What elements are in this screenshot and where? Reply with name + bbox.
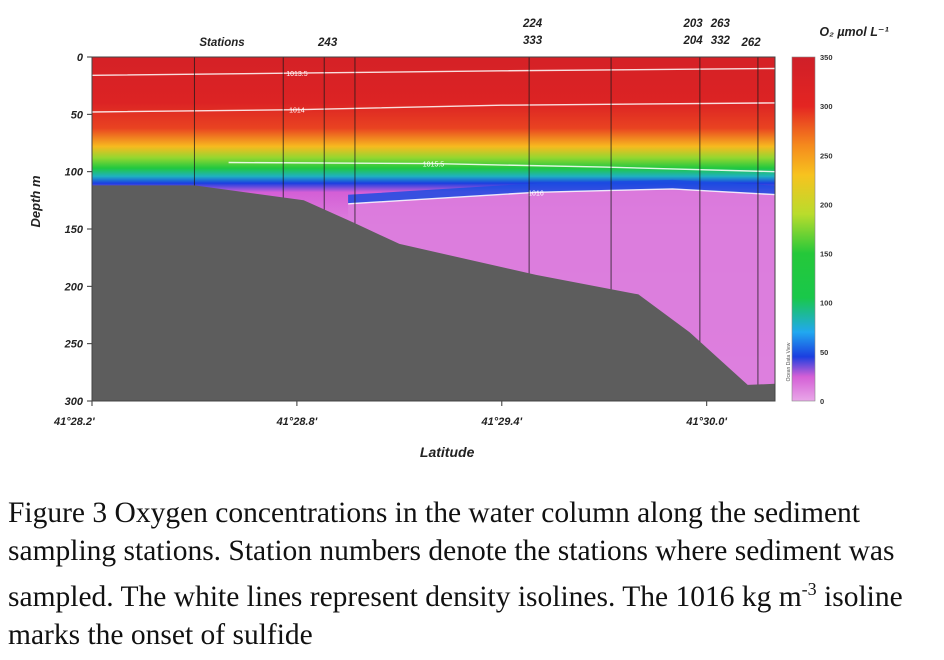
colorbar-tick-label: 200 xyxy=(820,200,833,209)
station-label: 204 xyxy=(682,35,703,47)
station-label: 332 xyxy=(711,35,731,47)
colorbar-title: O₂ µmol L⁻¹ xyxy=(819,25,889,39)
x-axis: 41°28.2' 41°28.8' 41°29.4' 41°30.0' Latitude xyxy=(53,401,727,460)
caption-text: Figure 3 Oxygen concentrations in the wa… xyxy=(8,497,895,613)
caption-text-end: isoline marks the onset of sulfide xyxy=(8,580,903,651)
isoline-label: 1016 xyxy=(528,190,544,197)
stations-label: Stations xyxy=(199,37,244,49)
isoline-label: 1015.5 xyxy=(423,162,445,169)
x-tick-label: 41°28.2' xyxy=(53,416,95,428)
y-tick-label: 150 xyxy=(65,224,84,236)
station-label: 203 xyxy=(682,18,703,30)
colorbar-tick-label: 350 xyxy=(820,53,833,62)
station-label: 263 xyxy=(710,18,731,30)
station-label: 243 xyxy=(317,37,338,49)
station-label: 224 xyxy=(522,18,543,30)
figure-caption: Figure 3 Oxygen concentrations in the wa… xyxy=(8,494,938,654)
colorbar-tick-label: 300 xyxy=(820,102,833,111)
x-tick-label: 41°28.8' xyxy=(276,416,318,428)
y-axis: 0 50 100 150 200 250 300 Depth m xyxy=(28,52,92,408)
seafloor-area xyxy=(92,185,775,401)
colorbar-tick-label: 150 xyxy=(820,250,833,259)
isoline-label: 1014 xyxy=(289,108,305,115)
y-axis-label: Depth m xyxy=(28,175,43,227)
oxygen-section-chart: 1013.5 1014 1015.5 1016 0 50 100 150 200 250 300 D… xyxy=(28,18,889,460)
y-tick-label: 100 xyxy=(65,167,84,179)
y-tick-label: 200 xyxy=(64,281,84,293)
colorbar-tick-label: 250 xyxy=(820,151,833,160)
colorbar-tick-label: 0 xyxy=(820,397,824,406)
suboxic-band xyxy=(348,179,775,204)
station-label: 262 xyxy=(741,37,762,49)
x-axis-label: Latitude xyxy=(420,444,475,460)
x-tick-label: 41°29.4' xyxy=(480,416,522,428)
station-label: 333 xyxy=(523,35,543,47)
y-tick-label: 0 xyxy=(77,52,84,64)
y-tick-label: 50 xyxy=(71,109,84,121)
density-isoline xyxy=(228,161,775,173)
plot-frame xyxy=(91,56,776,402)
colorbar: 0 50 100 150 200 250 300 350 O₂ µmol L⁻¹ Ocean Da… xyxy=(786,25,889,406)
density-isoline xyxy=(348,188,775,205)
isoline-label: 1013.5 xyxy=(286,71,308,78)
colorbar-tick-label: 100 xyxy=(820,299,833,308)
colorbar-scale xyxy=(791,56,816,402)
colorbar-tick-label: 50 xyxy=(820,348,828,357)
caption-superscript: -3 xyxy=(801,579,817,599)
station-labels: Stations 243 224 333 203 204 263 332 262 xyxy=(199,18,761,49)
x-tick-label: 41°30.0' xyxy=(685,416,727,428)
y-tick-label: 250 xyxy=(64,339,84,351)
ocean-data-view-text: Ocean Data View xyxy=(786,342,792,381)
y-tick-label: 300 xyxy=(65,396,84,408)
